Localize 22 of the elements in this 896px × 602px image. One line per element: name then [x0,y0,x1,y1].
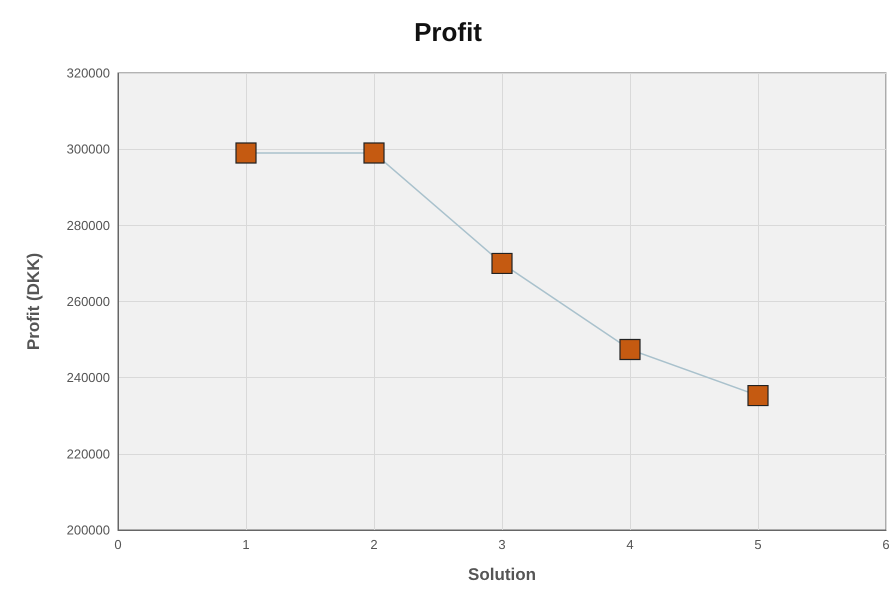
y-tick-label: 240000 [66,370,110,386]
y-tick-label: 200000 [66,522,110,538]
x-tick-label: 0 [114,537,122,552]
y-tick-label: 260000 [66,294,110,309]
point [491,252,513,274]
point [619,338,641,360]
y-tick-label: 300000 [66,142,110,157]
x-tick-label: 4 [626,537,634,552]
chart-title: Profit [414,17,482,47]
point [235,142,257,164]
y-axis-title: Profit (DKK) [24,252,43,350]
y-tick-label: 320000 [66,66,110,80]
x-tick-label: 3 [498,537,506,552]
x-tick-label: 6 [882,537,890,552]
x-axis-title: Solution [468,565,536,584]
y-tick-label: 220000 [66,446,110,462]
point [747,384,769,406]
x-tick-label: 1 [242,537,250,552]
x-tick-label: 2 [370,537,378,552]
y-tick-label: 280000 [66,218,110,233]
x-tick-label: 5 [754,537,762,552]
point [363,142,385,164]
